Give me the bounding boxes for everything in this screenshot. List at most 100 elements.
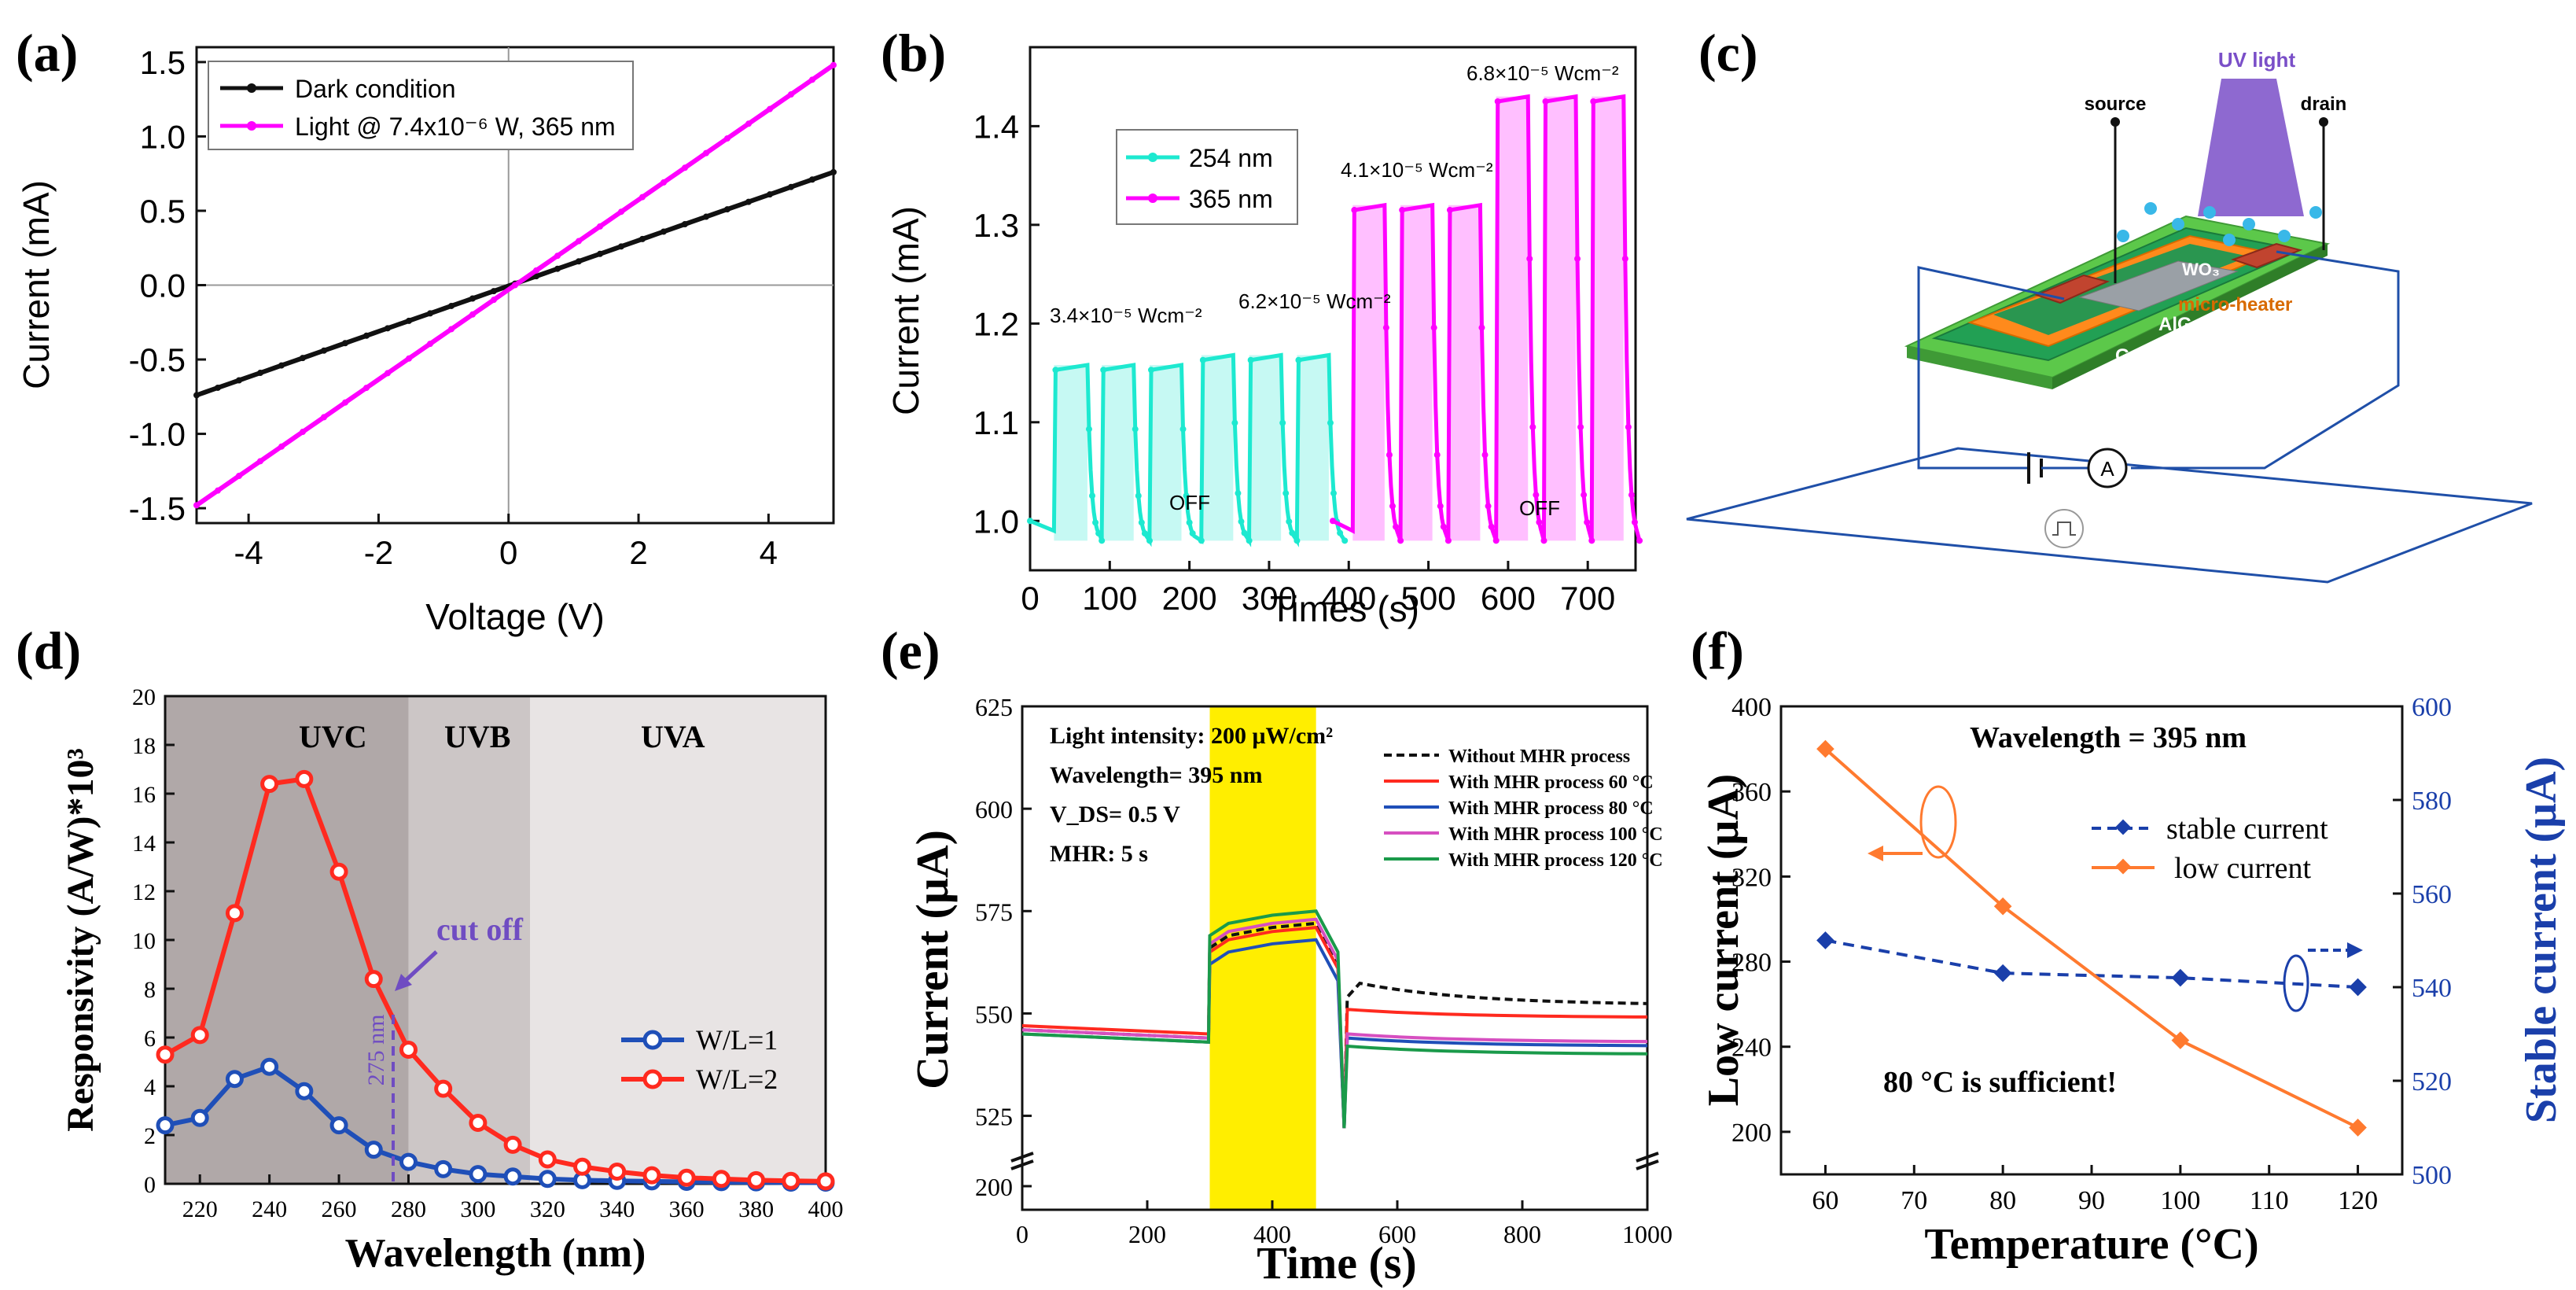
- y-tick-label-f-right: 540: [2412, 974, 2452, 1003]
- data-point-b: [1440, 523, 1447, 530]
- y-tick-label-a: 0.0: [140, 267, 186, 304]
- data-point-a: [809, 176, 815, 183]
- data-point-a: [278, 443, 285, 450]
- y-axis-title-d: Responsivity (A/W)*10³: [60, 748, 101, 1132]
- x-tick-label-d: 400: [808, 1196, 844, 1222]
- y-tick-label-f-left: 200: [1731, 1119, 1772, 1148]
- x-tick-label-b: 400: [1321, 580, 1376, 617]
- sufficient-note: 80 °C is sufficient!: [1883, 1066, 2117, 1099]
- data-point-b: [1389, 503, 1396, 510]
- data-point-a: [682, 164, 688, 171]
- x-tick-label-d: 220: [182, 1196, 218, 1222]
- x-tick-label-d: 260: [322, 1196, 357, 1222]
- data-point-b: [1246, 537, 1253, 544]
- data-point-b: [1430, 324, 1437, 331]
- plot-frame-e: [1021, 705, 1649, 1211]
- region-band-uvb: [408, 696, 531, 1184]
- gan-layer-side: [1907, 346, 2052, 389]
- data-point-a: [618, 243, 624, 250]
- series-line-e-5: [1021, 909, 1648, 1129]
- data-point-b: [1577, 423, 1584, 430]
- y-tick-label-d: 12: [132, 879, 156, 905]
- y-tick-label-f-right: 500: [2412, 1161, 2452, 1190]
- cutoff-label: cut off: [436, 912, 524, 947]
- data-point-a: [576, 238, 582, 245]
- y-tick-label-f-right: 580: [2412, 787, 2452, 816]
- y-axis-title-a: Current (mA): [16, 180, 57, 389]
- data-point-f: [2171, 1031, 2190, 1049]
- data-point-d: [156, 1045, 175, 1064]
- data-point-d: [364, 970, 383, 989]
- data-point-b: [1581, 492, 1588, 499]
- data-point-d: [469, 1114, 488, 1132]
- data-point-f: [1993, 897, 2012, 916]
- y-tick-label-d: 6: [144, 1026, 156, 1052]
- annotation-b-3: 4.1×10⁻⁵ Wcm⁻²: [1341, 158, 1493, 182]
- y-tick-label-e: 575: [975, 897, 1013, 926]
- algan-label: AlGaN layer: [2158, 314, 2265, 335]
- x-tick-label-f: 100: [2160, 1186, 2200, 1215]
- data-point-a: [469, 311, 476, 318]
- y-tick-label-d: 0: [144, 1172, 156, 1198]
- y-tick-label-a: -0.5: [129, 341, 186, 378]
- data-point-a: [491, 297, 497, 304]
- region-band-uva: [530, 696, 826, 1184]
- data-point-b: [1574, 255, 1581, 262]
- x-tick-label-e: 200: [1128, 1220, 1166, 1248]
- illumination-shade: [1102, 365, 1134, 541]
- gas-molecules: [2117, 202, 2322, 246]
- illumination-shade: [1249, 355, 1282, 541]
- data-point-a: [427, 310, 433, 317]
- data-point-a: [703, 213, 709, 220]
- y-axis-title-b: Current (mA): [885, 206, 926, 415]
- x-tick-label-e: 800: [1503, 1220, 1541, 1248]
- drain-electrode: [2230, 242, 2303, 269]
- data-point-b: [1529, 423, 1536, 430]
- data-point-b: [1095, 530, 1102, 537]
- data-point-b: [1279, 419, 1286, 426]
- y-tick-label-f-left: 240: [1731, 1034, 1772, 1063]
- data-point-b: [1446, 207, 1453, 214]
- legend-box-b: [1116, 129, 1298, 225]
- device-schematic: UV light source drain WO₃ micro-heater A…: [1686, 48, 2533, 584]
- data-point-d: [538, 1150, 557, 1169]
- base-plate: [1686, 447, 2533, 584]
- x-tick-label-b: 700: [1560, 580, 1615, 617]
- data-point-a: [300, 429, 306, 436]
- y-tick-label-f-left: 280: [1731, 949, 1772, 978]
- data-point-b: [1481, 452, 1489, 459]
- data-point-d: [260, 1057, 279, 1076]
- data-point-a: [491, 288, 497, 295]
- x-tick-label-a: 2: [629, 534, 647, 571]
- data-point-a: [788, 183, 794, 190]
- left-axis-indicator: [1919, 785, 1957, 859]
- illumination-shade: [1054, 365, 1087, 541]
- data-point-b: [1584, 518, 1591, 525]
- data-point-d: [816, 1172, 835, 1191]
- data-point-a: [193, 502, 200, 509]
- data-point-f: [1993, 964, 2012, 982]
- axis-break-right-1: [1636, 1152, 1659, 1163]
- y-tick-label-e: 550: [975, 1000, 1013, 1028]
- data-point-a: [469, 295, 476, 302]
- condition-intensity: Light intensity: 200 μW/cm²: [1050, 723, 1333, 749]
- legend-marker-365: [1148, 194, 1157, 203]
- data-point-a: [554, 252, 561, 260]
- annotation-b-4: 6.8×10⁻⁵ Wcm⁻²: [1466, 61, 1619, 85]
- data-point-a: [767, 105, 773, 112]
- legend-marker-wl1: [642, 1030, 663, 1050]
- data-point-b: [1341, 537, 1349, 544]
- data-point-d: [364, 1141, 383, 1159]
- data-point-d: [469, 1165, 488, 1184]
- y-tick-label-f-right: 520: [2412, 1067, 2452, 1096]
- data-point-a: [215, 487, 221, 494]
- panel-label-f: (f): [1691, 621, 1744, 680]
- illumination-shade: [1496, 96, 1529, 541]
- panel-label-e: (e): [881, 621, 940, 680]
- data-point-b: [1295, 356, 1302, 363]
- legend-label-low: low current: [2174, 852, 2312, 885]
- series-line-stable: [1825, 938, 2358, 989]
- y-tick-label-b: 1.4: [973, 108, 1019, 145]
- data-point-b: [1179, 426, 1187, 433]
